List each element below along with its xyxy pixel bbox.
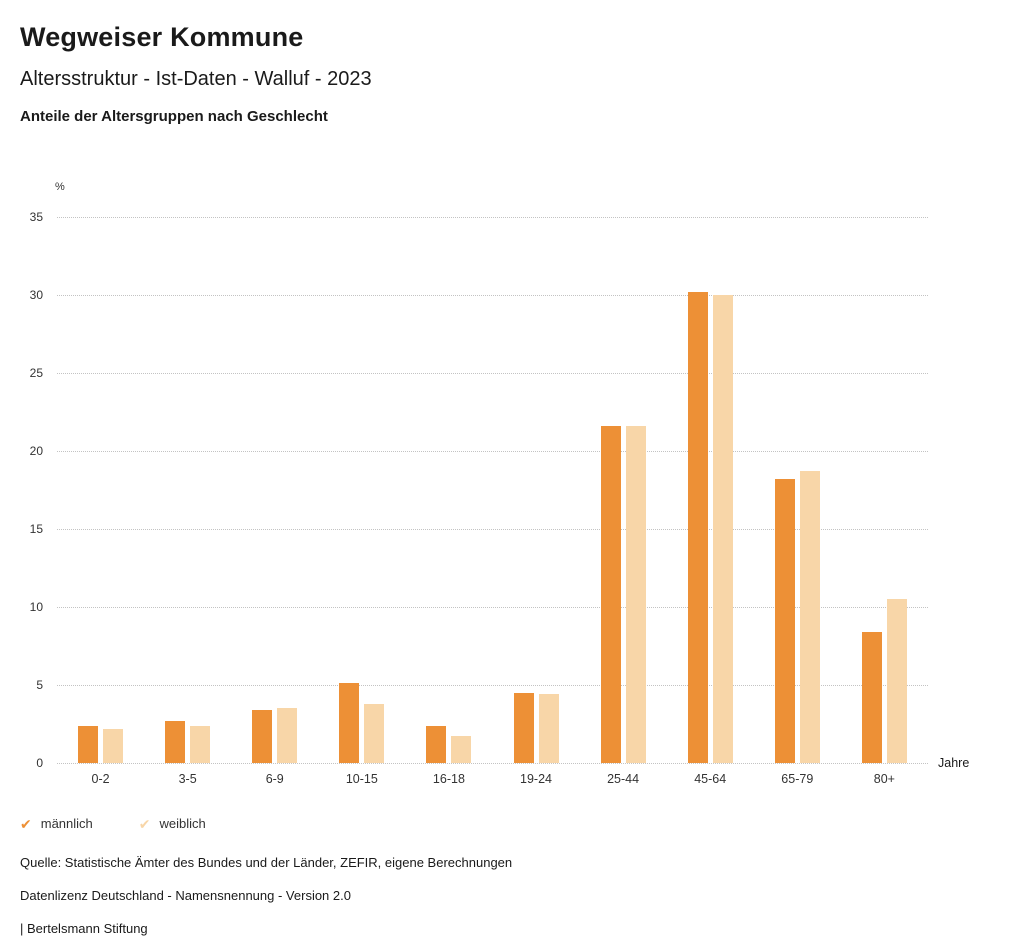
bar-weiblich-65-79[interactable]: [799, 471, 820, 763]
y-tick-label-30: 30: [29, 288, 43, 302]
gridline-35: [57, 217, 928, 218]
gridline-30: [57, 295, 928, 296]
y-tick-label-10: 10: [29, 600, 43, 614]
legend-label: weiblich: [159, 816, 206, 831]
gridline-25: [57, 373, 928, 374]
bar-group-45-64: [667, 217, 754, 763]
x-tick-label-3-5: 3-5: [178, 772, 197, 786]
footer: Quelle: Statistische Ämter des Bundes un…: [20, 855, 1004, 936]
x-tick-label-6-9: 6-9: [265, 772, 284, 786]
x-axis-labels: 0-2 3-5 6-9 10-15 16-18 19-24 25-44 45-64 65-79 8…: [57, 772, 928, 786]
y-tick-label-25: 25: [29, 366, 43, 380]
y-tick-label-5: 5: [36, 678, 43, 692]
y-axis-unit-label: %: [55, 181, 65, 193]
y-tick-label-35: 35: [29, 210, 43, 224]
x-tick-label-10-15: 10-15: [345, 772, 378, 786]
gridline-5: [57, 685, 928, 686]
page-subtitle: Altersstruktur - Ist-Daten - Walluf - 20…: [20, 68, 372, 90]
bar-group-25-44: [580, 217, 667, 763]
bar-group-3-5: [144, 217, 231, 763]
bar-weiblich-3-5[interactable]: [190, 725, 211, 763]
bar-group-6-9: [231, 217, 318, 763]
bar-weiblich-6-9[interactable]: [277, 708, 298, 763]
gridline-0: [57, 763, 928, 764]
x-axis-unit-label: Jahre: [938, 756, 970, 770]
bar-männlich-10-15[interactable]: [339, 683, 360, 763]
bar-group-65-79: [754, 217, 841, 763]
bar-group-0-2: [57, 217, 144, 763]
bar-weiblich-0-2[interactable]: [103, 728, 124, 763]
bar-männlich-65-79[interactable]: [774, 479, 795, 763]
bar-männlich-45-64[interactable]: [687, 291, 708, 763]
bar-männlich-19-24[interactable]: [513, 692, 534, 763]
x-tick-label-25-44: 25-44: [607, 772, 640, 786]
x-tick-label-0-2: 0-2: [91, 772, 110, 786]
license-text: Datenlizenz Deutschland - Namensnennung …: [20, 888, 351, 903]
chart: % 0 5 10 15 20 25 30 35 Jahre 0-2 3-5 6-9 10-15 16-…: [20, 181, 1004, 786]
legend-item-männlich[interactable]: ✔ männlich: [20, 816, 93, 831]
attribution-text: | Bertelsmann Stiftung: [20, 921, 148, 936]
bar-männlich-3-5[interactable]: [165, 720, 186, 763]
bar-männlich-0-2[interactable]: [78, 725, 99, 763]
x-tick-label-45-64: 45-64: [694, 772, 727, 786]
legend-item-weiblich[interactable]: ✔ weiblich: [139, 816, 206, 831]
bar-männlich-25-44[interactable]: [600, 426, 621, 763]
x-tick-label-16-18: 16-18: [432, 772, 465, 786]
bar-weiblich-25-44[interactable]: [625, 426, 646, 763]
chart-heading: Anteile der Altersgruppen nach Geschlech…: [20, 108, 328, 125]
bar-group-19-24: [492, 217, 579, 763]
bar-group-10-15: [318, 217, 405, 763]
legend-label: männlich: [40, 816, 93, 831]
bar-weiblich-45-64[interactable]: [712, 295, 733, 763]
bar-group-80+: [841, 217, 928, 763]
legend: ✔ männlich ✔ weiblich: [20, 816, 1004, 831]
page-title: Wegweiser Kommune: [20, 22, 304, 52]
plot-area: % 0 5 10 15 20 25 30 35 Jahre: [30, 181, 970, 770]
bar-weiblich-10-15[interactable]: [364, 703, 385, 763]
bar-männlich-6-9[interactable]: [252, 709, 273, 763]
bars: [57, 217, 928, 763]
x-tick-label-80+: 80+: [873, 772, 895, 786]
x-tick-label-19-24: 19-24: [520, 772, 552, 786]
gridline-10: [57, 607, 928, 608]
bar-weiblich-19-24[interactable]: [538, 694, 559, 763]
bar-männlich-80+[interactable]: [861, 631, 882, 763]
gridline-20: [57, 451, 928, 452]
bar-weiblich-16-18[interactable]: [451, 736, 472, 763]
source-text: Quelle: Statistische Ämter des Bundes un…: [20, 855, 513, 870]
y-tick-label-15: 15: [29, 522, 43, 536]
y-tick-label-20: 20: [29, 444, 43, 458]
legend-check-icon: ✔: [138, 815, 151, 832]
x-tick-label-65-79: 65-79: [781, 772, 814, 786]
bar-group-16-18: [405, 217, 492, 763]
gridline-15: [57, 529, 928, 530]
legend-check-icon: ✔: [20, 815, 32, 832]
bar-weiblich-80+[interactable]: [886, 599, 907, 763]
bar-männlich-16-18[interactable]: [426, 725, 447, 763]
y-tick-label-0: 0: [36, 756, 43, 770]
